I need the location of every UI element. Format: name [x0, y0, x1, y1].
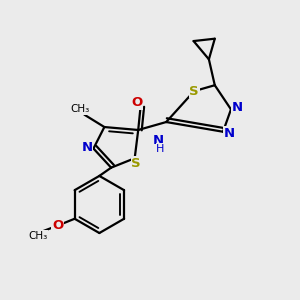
Text: S: S: [189, 85, 199, 98]
Text: CH₃: CH₃: [70, 104, 89, 114]
Text: O: O: [131, 96, 143, 110]
Text: O: O: [52, 219, 63, 232]
Text: N: N: [224, 127, 235, 140]
Text: S: S: [131, 157, 141, 170]
Text: H: H: [156, 144, 165, 154]
Text: N: N: [232, 101, 243, 114]
Text: N: N: [81, 141, 93, 154]
Text: CH₃: CH₃: [28, 231, 47, 241]
Text: N: N: [152, 134, 164, 147]
